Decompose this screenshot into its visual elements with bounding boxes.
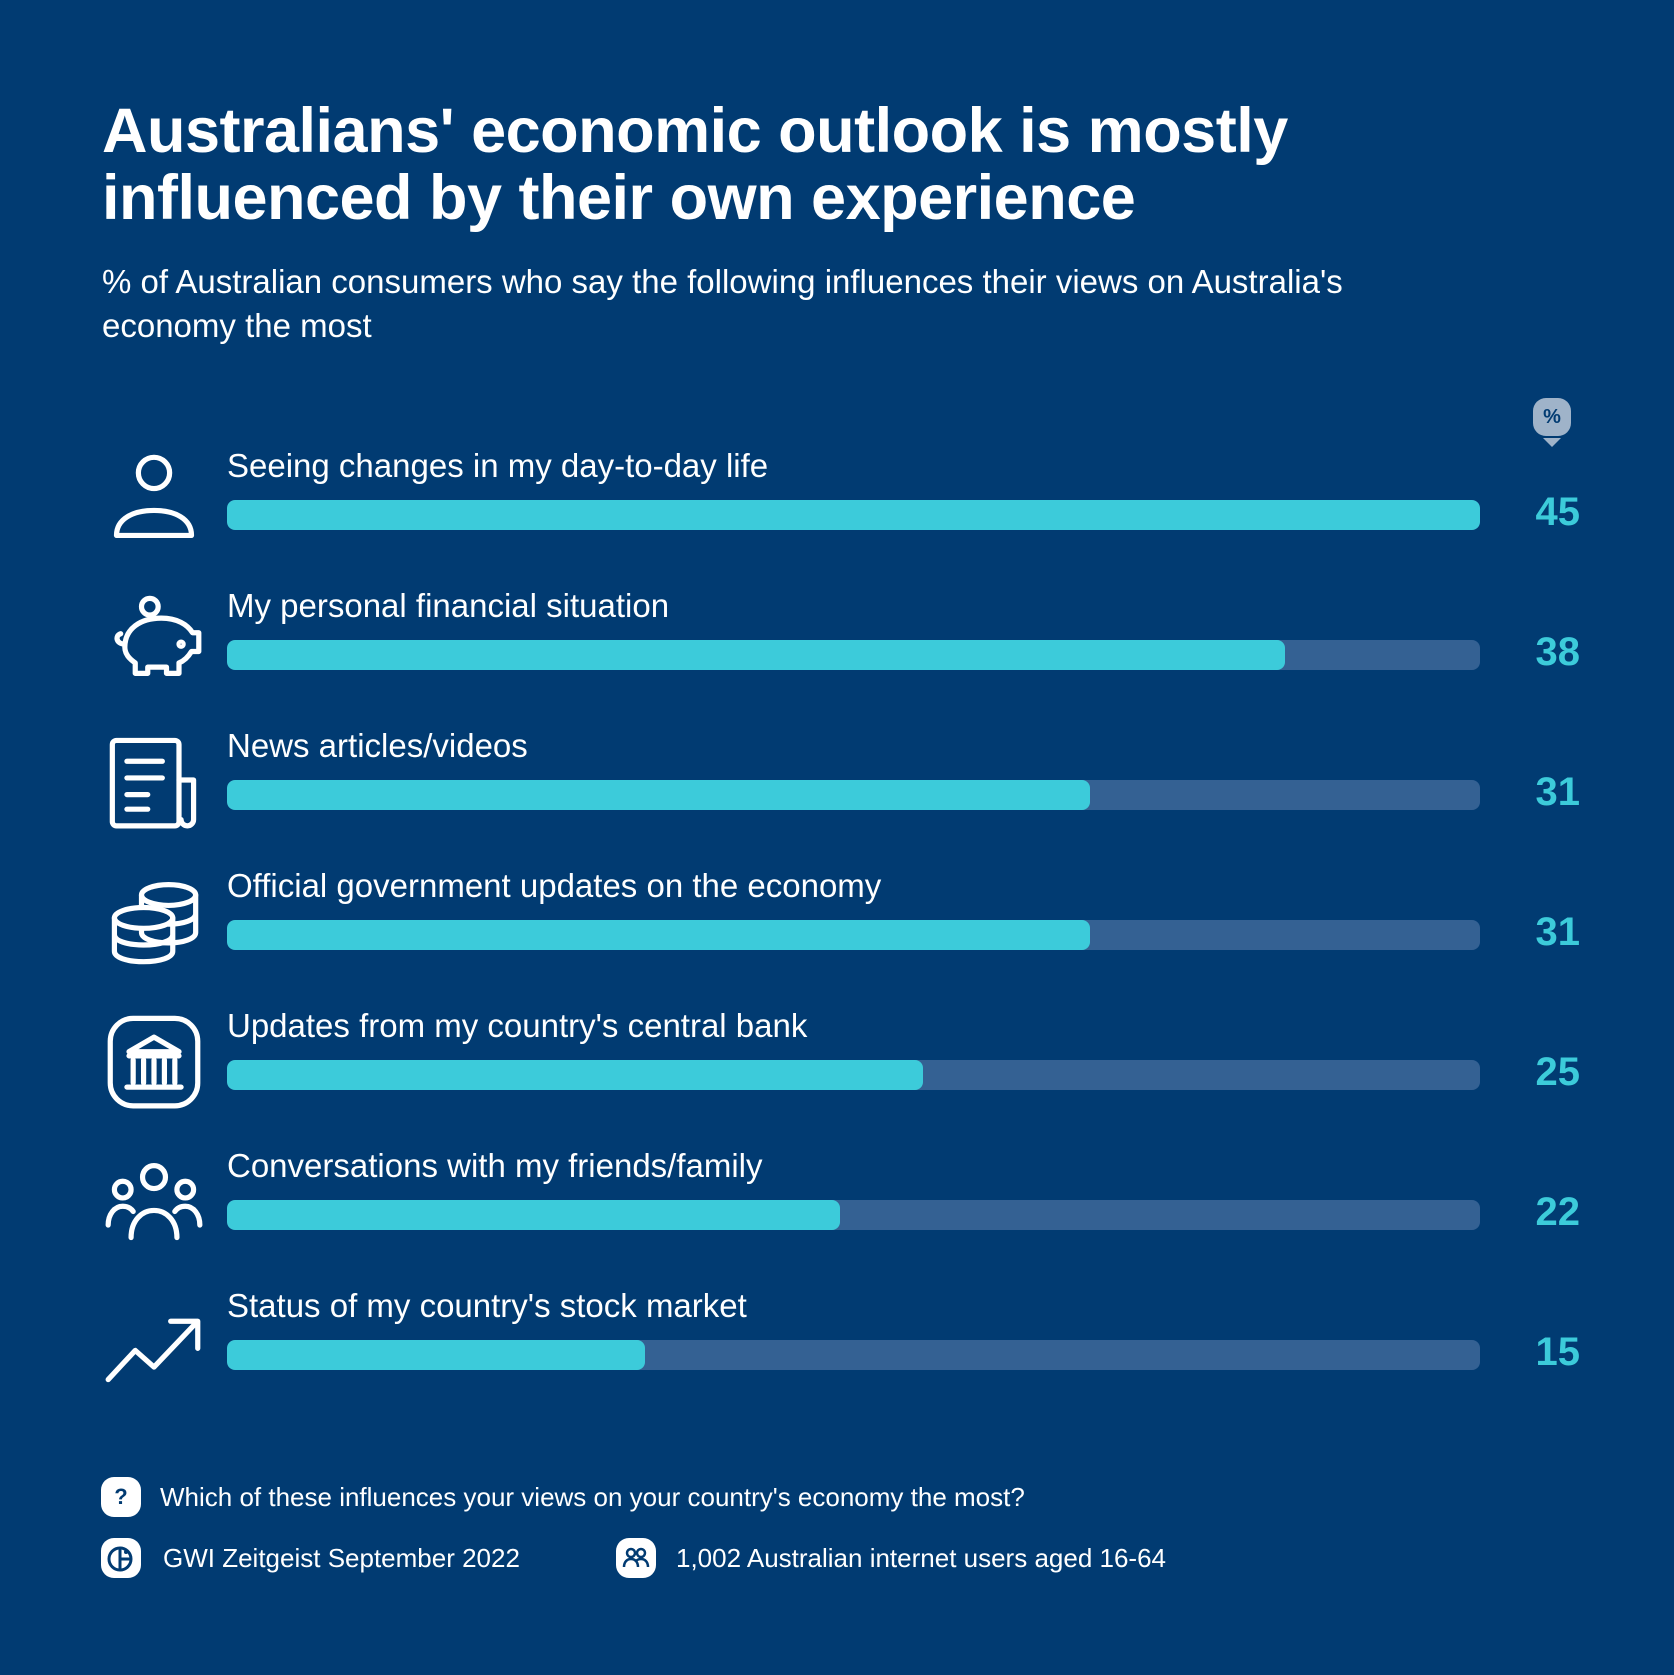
bar-fill (227, 500, 1480, 530)
bar-label: Official government updates on the econo… (227, 867, 882, 904)
piggy-bank-icon (114, 595, 202, 676)
bar-value: 31 (1535, 770, 1581, 814)
bar-label: My personal financial situation (227, 587, 670, 624)
question-icon: ? (101, 1477, 141, 1517)
bar-track (227, 1340, 1480, 1370)
bar-track (227, 1060, 1480, 1090)
bar-row: Status of my country's stock market 15 (0, 1287, 1674, 1430)
bar-track (227, 780, 1480, 810)
bar-row: Conversations with my friends/family 22 (0, 1147, 1674, 1290)
bar-value: 25 (1535, 1050, 1581, 1094)
bar-fill (227, 780, 1091, 810)
bar-label: Conversations with my friends/family (227, 1147, 763, 1184)
sample-group-icon (616, 1538, 656, 1578)
source-icon (101, 1538, 141, 1578)
bar-row: Seeing changes in my day-to-day life 45 (0, 447, 1674, 590)
bar-label: Seeing changes in my day-to-day life (227, 447, 769, 484)
bar-fill (227, 1340, 645, 1370)
chart-title: Australians' economic outlook is mostly … (102, 96, 1288, 233)
group-icon (105, 1163, 203, 1241)
bar-row: My personal financial situation 38 (0, 587, 1674, 730)
bar-label: Updates from my country's central bank (227, 1007, 808, 1044)
bar-row: Official government updates on the econo… (0, 867, 1674, 1010)
survey-question: Which of these influences your views on … (160, 1482, 1025, 1512)
bar-value: 45 (1535, 490, 1581, 534)
bar-value: 31 (1535, 910, 1581, 954)
trend-up-icon (105, 1318, 201, 1383)
sample-text: 1,002 Australian internet users aged 16-… (676, 1543, 1167, 1573)
person-icon (113, 454, 195, 539)
bar-fill (227, 920, 1091, 950)
news-icon (109, 737, 197, 829)
bar-track (227, 640, 1480, 670)
bar-fill (227, 1060, 924, 1090)
percent-unit-icon: % (1533, 398, 1571, 447)
bar-track (227, 1200, 1480, 1230)
bank-icon (107, 1015, 201, 1109)
source-text: GWI Zeitgeist September 2022 (163, 1543, 520, 1573)
bar-fill (227, 640, 1286, 670)
bar-label: Status of my country's stock market (227, 1287, 747, 1324)
bar-value: 38 (1535, 630, 1581, 674)
chart-subtitle: % of Australian consumers who say the fo… (102, 263, 1343, 344)
bar-label: News articles/videos (227, 727, 528, 764)
bar-value: 22 (1535, 1190, 1581, 1234)
bar-value: 15 (1535, 1330, 1581, 1374)
bar-row: News articles/videos 31 (0, 727, 1674, 870)
bar-track (227, 920, 1480, 950)
bar-fill (227, 1200, 840, 1230)
bar-track (227, 500, 1480, 530)
coins-icon (111, 881, 199, 965)
bar-row: Updates from my country's central bank 2… (0, 1007, 1674, 1150)
